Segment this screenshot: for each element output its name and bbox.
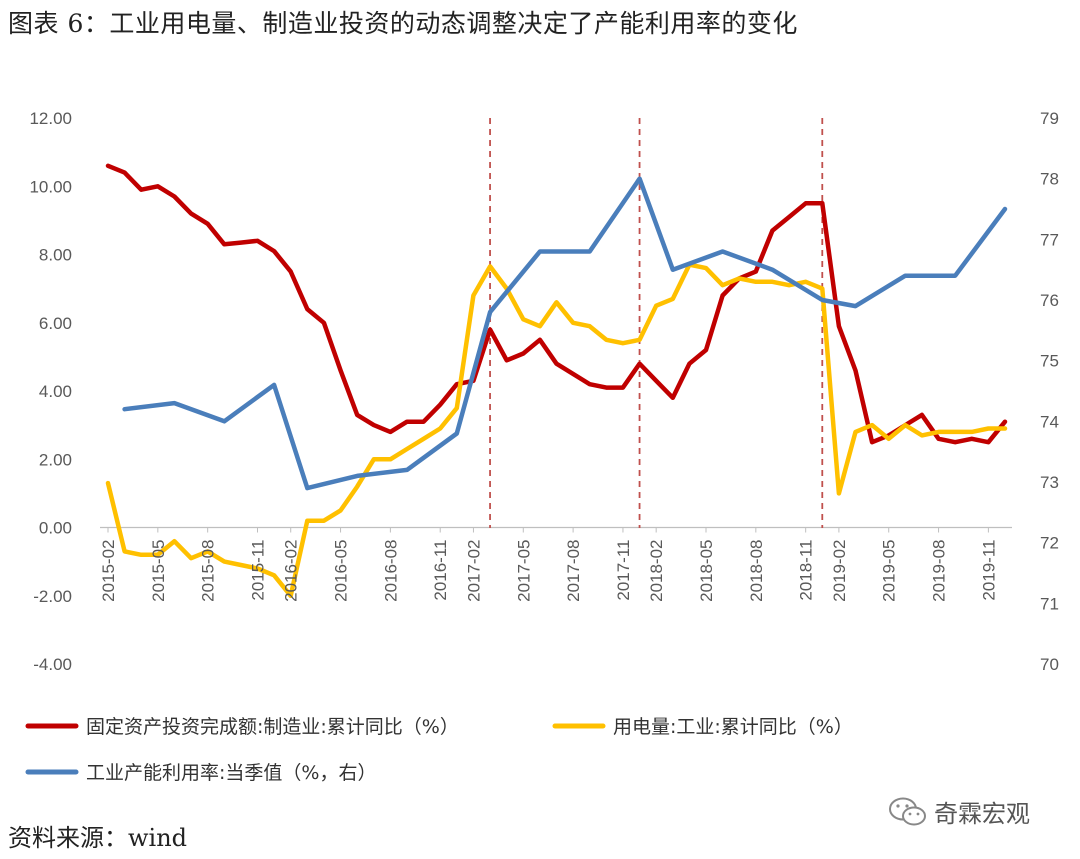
chart-title: 图表 6：工业用电量、制造业投资的动态调整决定了产能利用率的变化 bbox=[8, 9, 798, 38]
watermark: 奇霖宏观 bbox=[888, 794, 1030, 829]
x-tick-label: 2017-05 bbox=[514, 540, 533, 602]
x-tick-label: 2017-08 bbox=[564, 540, 583, 602]
legend-label: 固定资产投资完成额:制造业:累计同比（%） bbox=[86, 716, 459, 738]
right-tick-label: 75 bbox=[1040, 352, 1059, 371]
left-tick-label: 8.00 bbox=[39, 246, 72, 265]
left-tick-label: -2.00 bbox=[33, 587, 72, 606]
left-axis-ticks: 12.00 10.00 8.00 6.00 4.00 2.00 0.00 -2.00 -4.00 bbox=[29, 109, 72, 674]
left-tick-label: 10.00 bbox=[29, 177, 72, 196]
x-axis-ticks: 2015-02 2015-05 2015-08 2015-11 2016-02 2016-… bbox=[99, 527, 998, 602]
x-tick-label: 2019-11 bbox=[979, 540, 998, 601]
legend-label: 用电量:工业:累计同比（%） bbox=[613, 716, 853, 738]
right-tick-label: 70 bbox=[1040, 655, 1059, 674]
reference-lines bbox=[489, 118, 824, 528]
right-tick-label: 74 bbox=[1040, 412, 1059, 431]
right-tick-label: 77 bbox=[1040, 230, 1059, 249]
watermark-text: 奇霖宏观 bbox=[934, 800, 1030, 828]
x-tick-label: 2018-02 bbox=[647, 540, 666, 602]
x-tick-label: 2015-05 bbox=[149, 540, 168, 602]
left-tick-label: 12.00 bbox=[29, 109, 72, 128]
right-tick-label: 72 bbox=[1040, 534, 1059, 553]
wechat-icon bbox=[889, 797, 926, 825]
source-note: 资料来源：wind bbox=[8, 824, 188, 852]
x-tick-label: 2015-02 bbox=[99, 540, 118, 602]
left-tick-label: 2.00 bbox=[39, 450, 72, 469]
x-tick-label: 2016-05 bbox=[332, 540, 351, 602]
x-tick-label: 2019-05 bbox=[880, 540, 899, 602]
right-tick-label: 71 bbox=[1040, 594, 1059, 613]
x-tick-label: 2016-08 bbox=[381, 540, 400, 602]
series-line-3 bbox=[122, 176, 1008, 491]
x-tick-label: 2017-02 bbox=[464, 540, 483, 602]
right-tick-label: 73 bbox=[1040, 473, 1059, 492]
legend-label: 工业产能利用率:当季值（%，右） bbox=[86, 762, 376, 784]
right-axis-ticks: 79 78 77 76 75 74 73 72 71 70 bbox=[1040, 109, 1059, 674]
x-tick-label: 2019-02 bbox=[830, 540, 849, 602]
x-tick-label: 2015-11 bbox=[249, 540, 268, 601]
legend: 固定资产投资完成额:制造业:累计同比（%） 用电量:工业:累计同比（%） 工业产能利… bbox=[25, 716, 853, 784]
right-tick-label: 78 bbox=[1040, 170, 1059, 189]
x-tick-label: 2016-11 bbox=[431, 540, 450, 601]
left-tick-label: 4.00 bbox=[39, 382, 72, 401]
x-tick-label: 2019-08 bbox=[930, 540, 949, 602]
series-layer bbox=[105, 163, 1008, 599]
x-tick-label: 2018-11 bbox=[797, 540, 816, 601]
x-tick-label: 2015-08 bbox=[199, 540, 218, 602]
left-tick-label: -4.00 bbox=[33, 655, 72, 674]
x-tick-label: 2018-05 bbox=[697, 540, 716, 602]
x-tick-label: 2017-11 bbox=[614, 540, 633, 601]
right-tick-label: 79 bbox=[1040, 109, 1059, 128]
right-tick-label: 76 bbox=[1040, 291, 1059, 310]
x-tick-label: 2018-08 bbox=[747, 540, 766, 602]
left-tick-label: 0.00 bbox=[39, 519, 72, 538]
x-tick-label: 2016-02 bbox=[282, 540, 301, 602]
left-tick-label: 6.00 bbox=[39, 314, 72, 333]
